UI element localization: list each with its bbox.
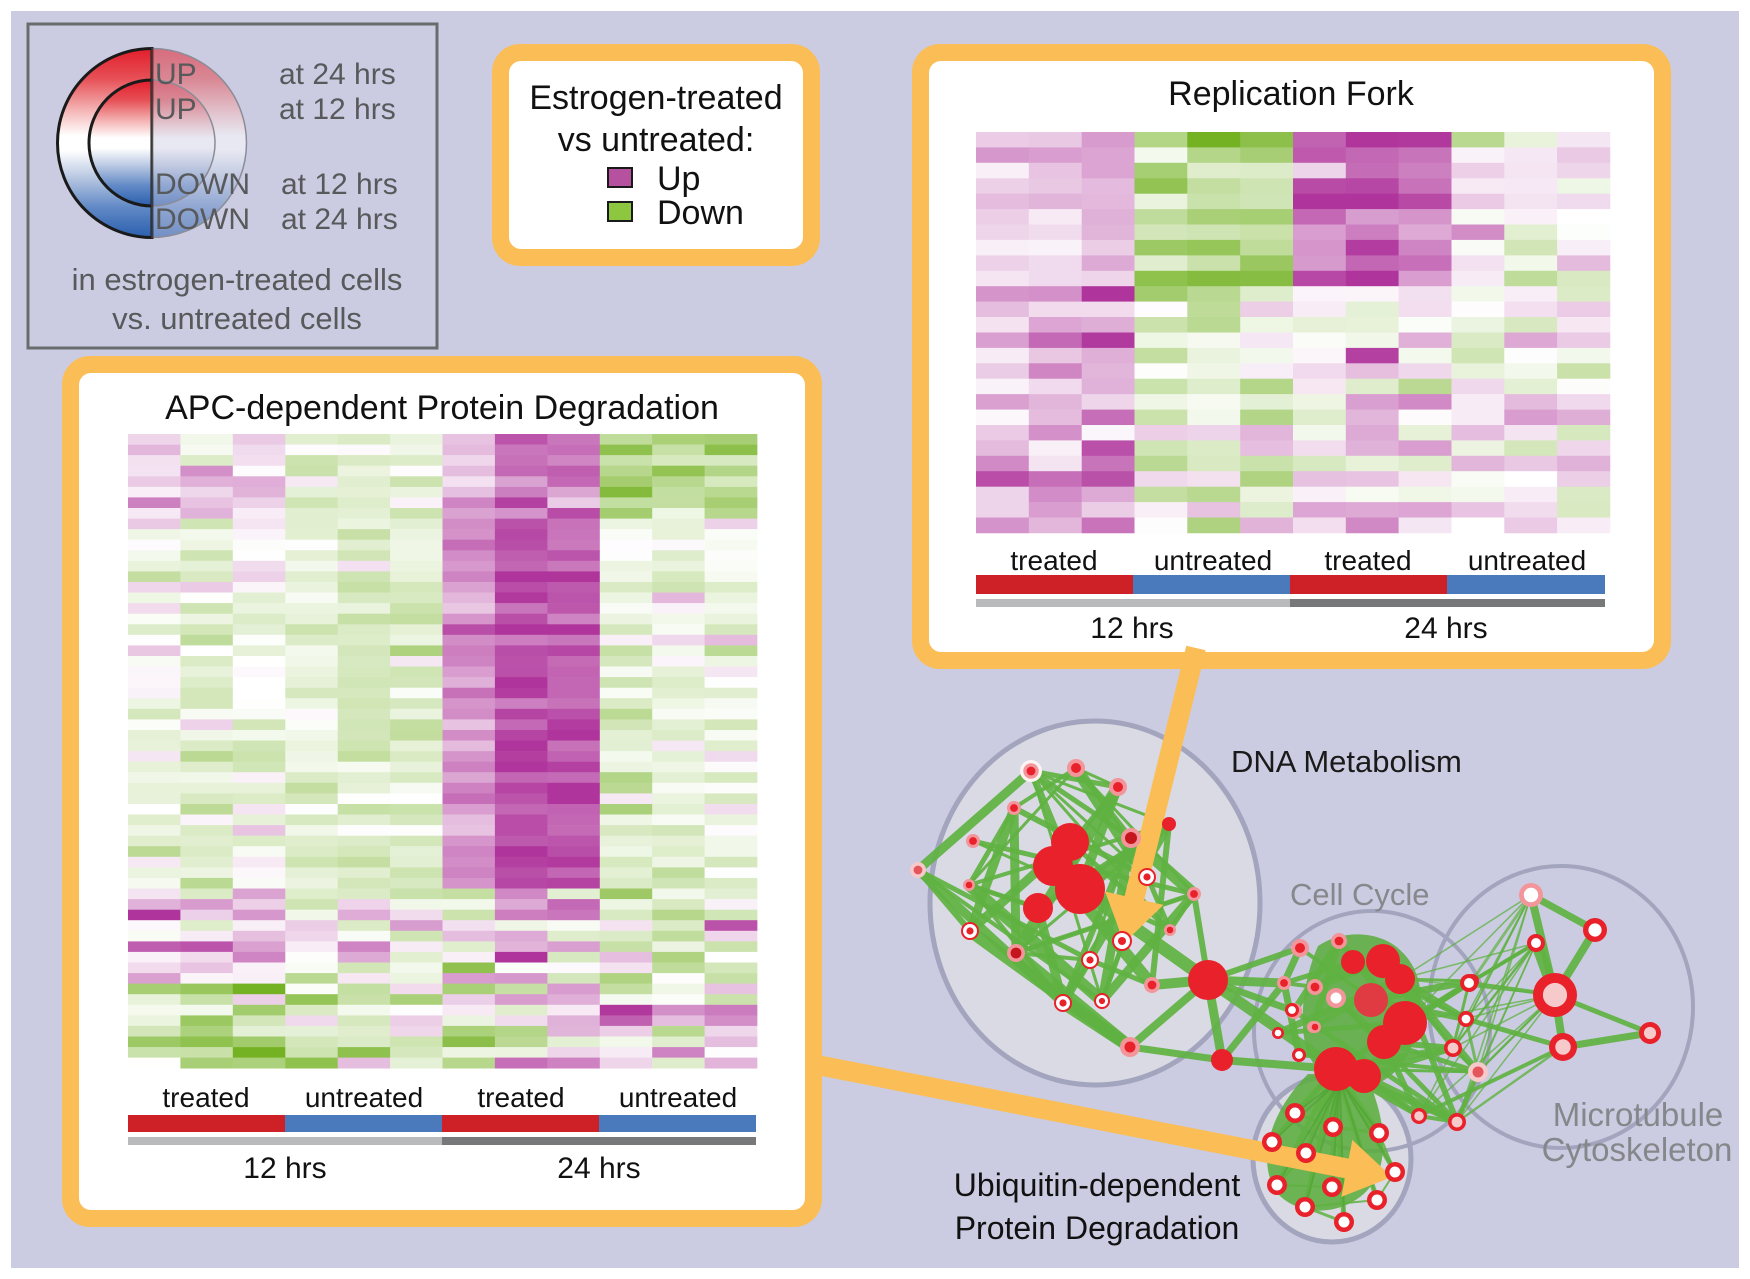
svg-text:Microtubule: Microtubule bbox=[1553, 1096, 1724, 1133]
svg-text:at 24 hrs: at 24 hrs bbox=[281, 203, 398, 236]
svg-text:treated: treated bbox=[1324, 545, 1411, 576]
svg-text:untreated: untreated bbox=[619, 1082, 737, 1113]
svg-text:Estrogen-treated: Estrogen-treated bbox=[529, 79, 782, 117]
svg-text:DOWN: DOWN bbox=[155, 203, 250, 236]
svg-text:Down: Down bbox=[657, 194, 744, 232]
svg-text:APC-dependent Protein Degradat: APC-dependent Protein Degradation bbox=[165, 389, 719, 427]
svg-text:untreated: untreated bbox=[305, 1082, 423, 1113]
svg-text:Cytoskeleton: Cytoskeleton bbox=[1542, 1131, 1733, 1168]
svg-text:UP: UP bbox=[155, 93, 197, 126]
svg-text:untreated: untreated bbox=[1154, 545, 1272, 576]
svg-text:treated: treated bbox=[162, 1082, 249, 1113]
svg-text:at 12 hrs: at 12 hrs bbox=[281, 168, 398, 201]
svg-text:Cell Cycle: Cell Cycle bbox=[1290, 877, 1430, 912]
svg-text:12 hrs: 12 hrs bbox=[1090, 612, 1173, 645]
svg-text:vs. untreated cells: vs. untreated cells bbox=[112, 301, 362, 336]
svg-text:Replication Fork: Replication Fork bbox=[1168, 75, 1415, 113]
svg-text:12 hrs: 12 hrs bbox=[243, 1152, 326, 1185]
svg-text:at 12 hrs: at 12 hrs bbox=[279, 93, 396, 126]
svg-text:at 24 hrs: at 24 hrs bbox=[279, 58, 396, 91]
svg-text:DOWN: DOWN bbox=[155, 168, 250, 201]
svg-text:treated: treated bbox=[1010, 545, 1097, 576]
svg-text:treated: treated bbox=[477, 1082, 564, 1113]
svg-text:24 hrs: 24 hrs bbox=[1404, 612, 1487, 645]
svg-text:DNA Metabolism: DNA Metabolism bbox=[1231, 744, 1462, 779]
svg-text:untreated: untreated bbox=[1468, 545, 1586, 576]
svg-text:Ubiquitin-dependent: Ubiquitin-dependent bbox=[954, 1167, 1241, 1203]
svg-text:Up: Up bbox=[657, 160, 700, 198]
svg-text:UP: UP bbox=[155, 58, 197, 91]
svg-text:in estrogen-treated cells: in estrogen-treated cells bbox=[72, 262, 403, 297]
svg-text:vs untreated:: vs untreated: bbox=[558, 121, 755, 159]
svg-text:24 hrs: 24 hrs bbox=[557, 1152, 640, 1185]
svg-text:Protein Degradation: Protein Degradation bbox=[955, 1210, 1240, 1246]
